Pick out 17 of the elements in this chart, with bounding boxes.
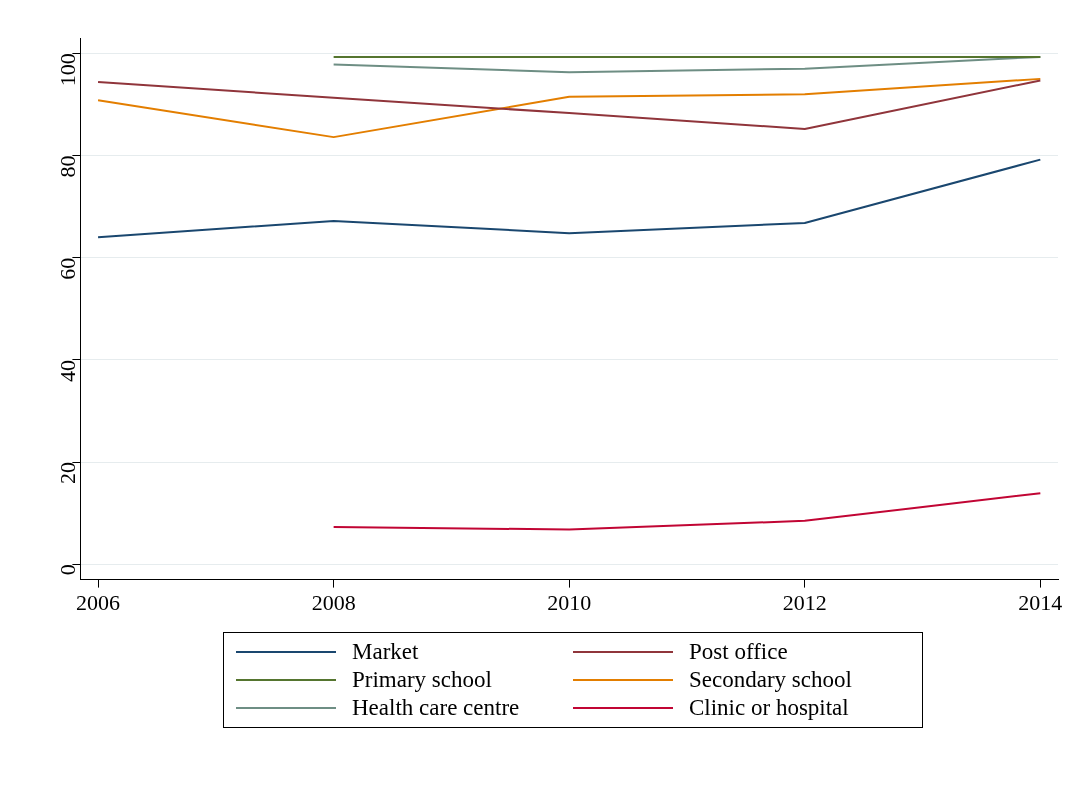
legend-label: Primary school [352,667,492,693]
y-tick-label: 40 [55,359,81,382]
x-tick-label: 2006 [76,589,121,615]
x-tick-label: 2010 [547,589,592,615]
legend-label: Post office [689,639,788,665]
x-tick-label: 2012 [782,589,827,615]
legend-label: Secondary school [689,667,852,693]
legend-label: Market [352,639,419,665]
legend-label: Health care centre [352,695,520,721]
y-tick-label: 100 [55,53,81,87]
y-tick-label: 60 [55,257,81,280]
x-tick-label: 2008 [311,589,356,615]
y-tick-label: 0 [55,564,81,576]
y-tick-label: 20 [55,462,81,485]
legend-label: Clinic or hospital [689,695,849,721]
x-tick-label: 2014 [1018,589,1063,615]
y-tick-label: 80 [55,155,81,178]
